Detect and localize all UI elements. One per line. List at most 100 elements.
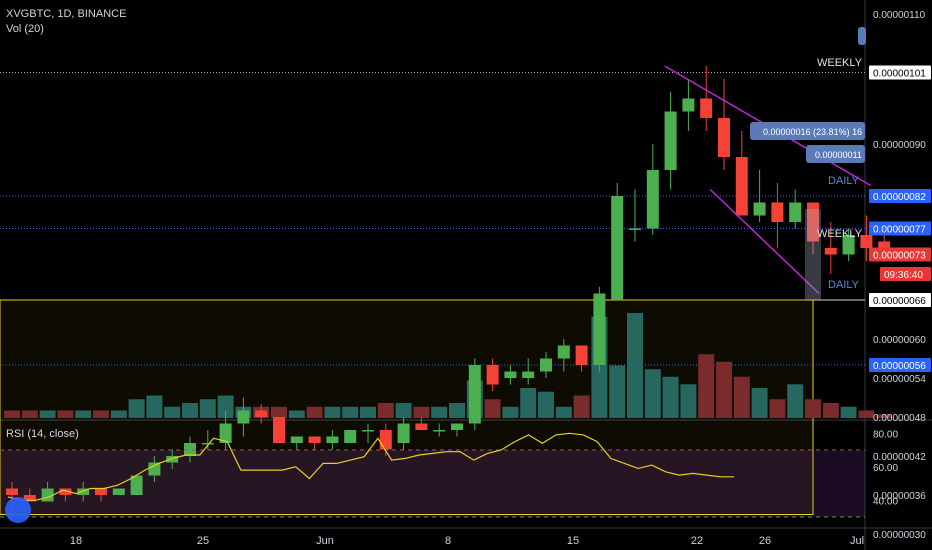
- candle-body: [646, 170, 659, 229]
- time-tick-label: 18: [70, 535, 82, 547]
- rsi-tick-label: 80.00: [873, 429, 898, 440]
- candle-body: [95, 488, 107, 495]
- volume-bar: [520, 388, 537, 418]
- candle-body: [682, 98, 695, 112]
- candle-body: [789, 202, 802, 222]
- volume-bar: [342, 406, 359, 418]
- volume-bar: [306, 406, 323, 418]
- rsi-tick-label: 40.00: [873, 496, 898, 507]
- price-badge: [869, 358, 931, 372]
- volume-bar: [395, 403, 412, 418]
- time-tick-label: 26: [759, 535, 771, 547]
- candle-body: [468, 365, 481, 424]
- price-tick-label: 0.00000060: [873, 335, 926, 346]
- volume-bar: [484, 399, 501, 418]
- channel-lower-line: [709, 188, 820, 295]
- volume-bar: [4, 410, 20, 418]
- candle-body: [664, 111, 677, 170]
- volume-bar: [502, 406, 519, 418]
- price-badge-label: 0.00000077: [873, 225, 926, 236]
- volume-bar: [733, 376, 750, 418]
- candle-body: [166, 456, 179, 463]
- candle-body: [611, 196, 624, 300]
- price-badge-label: 0.00000056: [873, 361, 926, 372]
- volume-bar: [128, 399, 145, 418]
- price-badge-label: 0.00000101: [873, 69, 926, 80]
- candle-body: [237, 410, 250, 424]
- candle-body: [362, 430, 374, 432]
- candle-body: [201, 443, 214, 445]
- candle-body: [326, 436, 339, 443]
- candle-body: [753, 202, 766, 216]
- weekly-label-lower: WEEKLY: [817, 228, 863, 240]
- volume-bar: [644, 369, 661, 418]
- volume-bar: [57, 410, 74, 418]
- volume-bar: [75, 410, 92, 418]
- rsi-line: [7, 432, 735, 501]
- volume-bar: [164, 406, 181, 418]
- volume-bar: [377, 403, 394, 418]
- candle-body: [735, 157, 748, 216]
- volume-bar: [199, 399, 216, 418]
- volume-bar: [876, 414, 893, 418]
- volume-legend: Vol (20): [6, 23, 44, 35]
- candle-body: [308, 436, 321, 443]
- volume-bar: [840, 406, 857, 418]
- price-badge-label: 09:36:40: [884, 270, 923, 281]
- price-badge-label: 0.00000066: [873, 296, 926, 307]
- tradingview-logo-icon[interactable]: [5, 497, 31, 523]
- candle-body: [451, 423, 463, 430]
- candle-body: [273, 417, 285, 443]
- candle-body: [700, 98, 713, 118]
- price-badge: [869, 293, 931, 307]
- volume-bar: [858, 410, 875, 418]
- volume-bar: [627, 313, 643, 418]
- volume-bar: [662, 376, 679, 418]
- volume-bar: [413, 406, 430, 418]
- candle-body: [504, 371, 517, 378]
- price-badge: [880, 267, 931, 281]
- volume-bar: [93, 410, 109, 418]
- volume-bar: [449, 403, 465, 418]
- rsi-band: [0, 450, 865, 517]
- candle-body: [6, 488, 18, 495]
- candle-body: [842, 235, 855, 255]
- candle-body: [486, 365, 499, 385]
- price-tick-label: 0.00000110: [873, 10, 926, 21]
- volume-bar: [110, 410, 127, 418]
- candle-body: [807, 202, 819, 242]
- volume-bar: [573, 395, 590, 418]
- candle-body: [184, 443, 196, 456]
- price-tick-label: 0.00000042: [873, 452, 926, 463]
- candle-body: [130, 475, 143, 495]
- price-axis-marker: [858, 27, 866, 45]
- candle-body: [344, 430, 357, 443]
- candle-body: [23, 495, 36, 502]
- candle-body: [397, 423, 410, 443]
- candle-body: [77, 488, 90, 495]
- volume-bar: [716, 361, 732, 418]
- candle-body: [824, 248, 837, 255]
- candle-body: [433, 430, 446, 432]
- volume-bar: [217, 395, 234, 418]
- price-tick-label: 0.00000054: [873, 374, 926, 385]
- measure-range: [805, 209, 821, 300]
- candle-body: [219, 423, 232, 443]
- measure-label-box-small: [806, 145, 865, 163]
- candle-body: [112, 488, 125, 495]
- volume-bar: [769, 399, 786, 418]
- volume-bar: [21, 410, 38, 418]
- price-badge-label: 0.00000082: [873, 192, 926, 203]
- volume-bar: [271, 406, 287, 418]
- price-badge: [869, 247, 931, 262]
- volume-bar: [146, 395, 163, 418]
- time-tick-label: 15: [567, 535, 579, 547]
- rsi-legend: RSI (14, close): [6, 428, 79, 440]
- daily-label-upper: DAILY: [828, 175, 860, 187]
- candle-body: [718, 118, 730, 157]
- candle-body: [59, 488, 72, 495]
- measure-label-main: 0.00000016 (23.81%) 16: [763, 127, 862, 137]
- time-tick-label: 8: [445, 535, 451, 547]
- volume-bar: [431, 406, 448, 418]
